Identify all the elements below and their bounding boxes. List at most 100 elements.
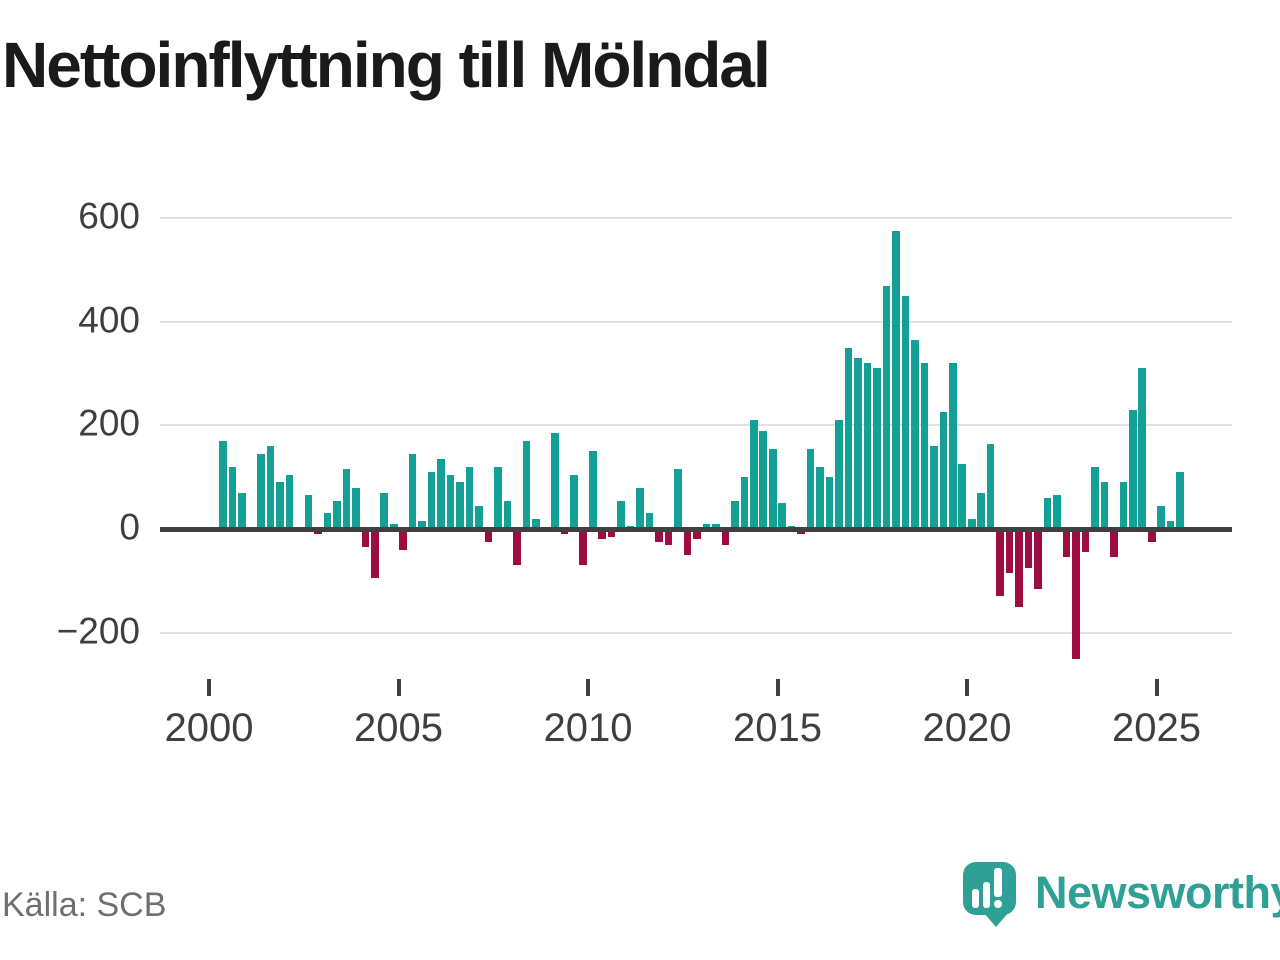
- x-axis-tick-mark: [1154, 679, 1159, 696]
- bar: [750, 420, 758, 529]
- y-axis-tick-label: 600: [78, 195, 140, 237]
- chart-title: Nettoinflyttning till Mölndal: [2, 29, 771, 101]
- bar: [389, 523, 398, 529]
- bar: [1147, 529, 1156, 542]
- bar: [778, 503, 787, 529]
- bar: [1072, 529, 1080, 659]
- logo-exclamation-dot-icon: [994, 900, 1002, 908]
- bar: [655, 529, 663, 542]
- bar: [731, 500, 739, 529]
- bar: [532, 518, 540, 529]
- x-axis-tick-label: 2015: [733, 706, 822, 750]
- bar: [1176, 472, 1184, 529]
- bar: [939, 412, 948, 529]
- bar: [674, 469, 682, 529]
- bar: [228, 466, 237, 529]
- bar: [759, 430, 768, 529]
- gridline-y-400: [160, 320, 1232, 323]
- y-axis-tick-label: −200: [56, 609, 140, 651]
- bar: [418, 521, 426, 529]
- bar: [408, 453, 417, 529]
- bar: [551, 433, 559, 529]
- x-axis-tick-label: 2000: [164, 706, 254, 750]
- bar: [285, 474, 294, 529]
- bar: [1129, 409, 1137, 529]
- x-axis-tick-mark: [396, 679, 401, 696]
- bar: [986, 443, 995, 529]
- source-caption: Källa: SCB: [2, 886, 167, 924]
- bar: [238, 492, 246, 529]
- bar: [342, 469, 351, 529]
- bar: [712, 523, 720, 529]
- bar: [380, 492, 389, 529]
- bar: [844, 347, 853, 529]
- bar: [1053, 495, 1061, 529]
- bar: [494, 466, 502, 529]
- bar: [873, 368, 881, 529]
- bar: [892, 231, 900, 529]
- bar: [1138, 368, 1147, 529]
- bar: [1119, 482, 1128, 529]
- bar: [854, 358, 862, 529]
- bar: [598, 529, 606, 540]
- bar: [513, 529, 521, 566]
- x-axis-tick-label: 2020: [922, 706, 1012, 750]
- bar: [882, 285, 891, 529]
- bar: [1043, 497, 1052, 529]
- bar: [693, 529, 701, 540]
- bar: [1005, 529, 1014, 574]
- gridline-y-200: [160, 424, 1232, 427]
- x-axis-tick-mark: [207, 679, 211, 696]
- bar: [835, 420, 843, 529]
- bar: [465, 466, 474, 529]
- bar: [607, 529, 616, 537]
- bar: [371, 529, 379, 579]
- logo-chart-bar-icon: [972, 889, 979, 908]
- bar: [266, 446, 275, 529]
- bar: [645, 513, 654, 529]
- bar: [333, 500, 341, 529]
- bar: [1091, 466, 1099, 529]
- bar: [768, 448, 777, 529]
- bar: [1166, 521, 1175, 529]
- bar: [958, 464, 967, 529]
- gridline-y--200: [160, 631, 1232, 634]
- bar: [948, 363, 957, 529]
- bar: [1081, 529, 1090, 553]
- bar: [825, 477, 834, 529]
- logo-chart-bar-icon: [983, 882, 990, 908]
- bar: [816, 466, 824, 529]
- x-axis-tick-mark: [586, 679, 590, 696]
- logo-exclamation-icon: [994, 868, 1002, 897]
- bar: [636, 487, 644, 529]
- bar: [522, 440, 531, 529]
- newsworthy-logo: Newsworthy: [963, 862, 1280, 932]
- bar: [721, 529, 730, 545]
- bar: [456, 482, 464, 529]
- bar: [920, 363, 929, 529]
- y-axis-tick-label: 200: [78, 402, 140, 444]
- y-axis-tick-label: 0: [119, 506, 140, 548]
- x-axis-tick-mark: [965, 679, 969, 696]
- bar: [446, 474, 455, 529]
- bar: [617, 500, 625, 529]
- bar: [588, 451, 597, 529]
- bar: [560, 529, 569, 535]
- bar: [1015, 529, 1023, 607]
- bar: [484, 529, 493, 542]
- bar: [977, 492, 985, 529]
- bar: [702, 523, 711, 529]
- zero-baseline: [160, 526, 1232, 532]
- bar: [579, 529, 588, 566]
- speech-bubble-icon: [963, 862, 1016, 915]
- x-axis-tick-mark: [775, 679, 780, 696]
- bar: [352, 487, 360, 529]
- bar: [569, 474, 578, 529]
- bar: [664, 529, 673, 545]
- bar: [1157, 505, 1166, 529]
- bar: [1034, 529, 1042, 589]
- bar: [797, 529, 805, 535]
- bar: [1024, 529, 1033, 568]
- bar: [683, 529, 692, 555]
